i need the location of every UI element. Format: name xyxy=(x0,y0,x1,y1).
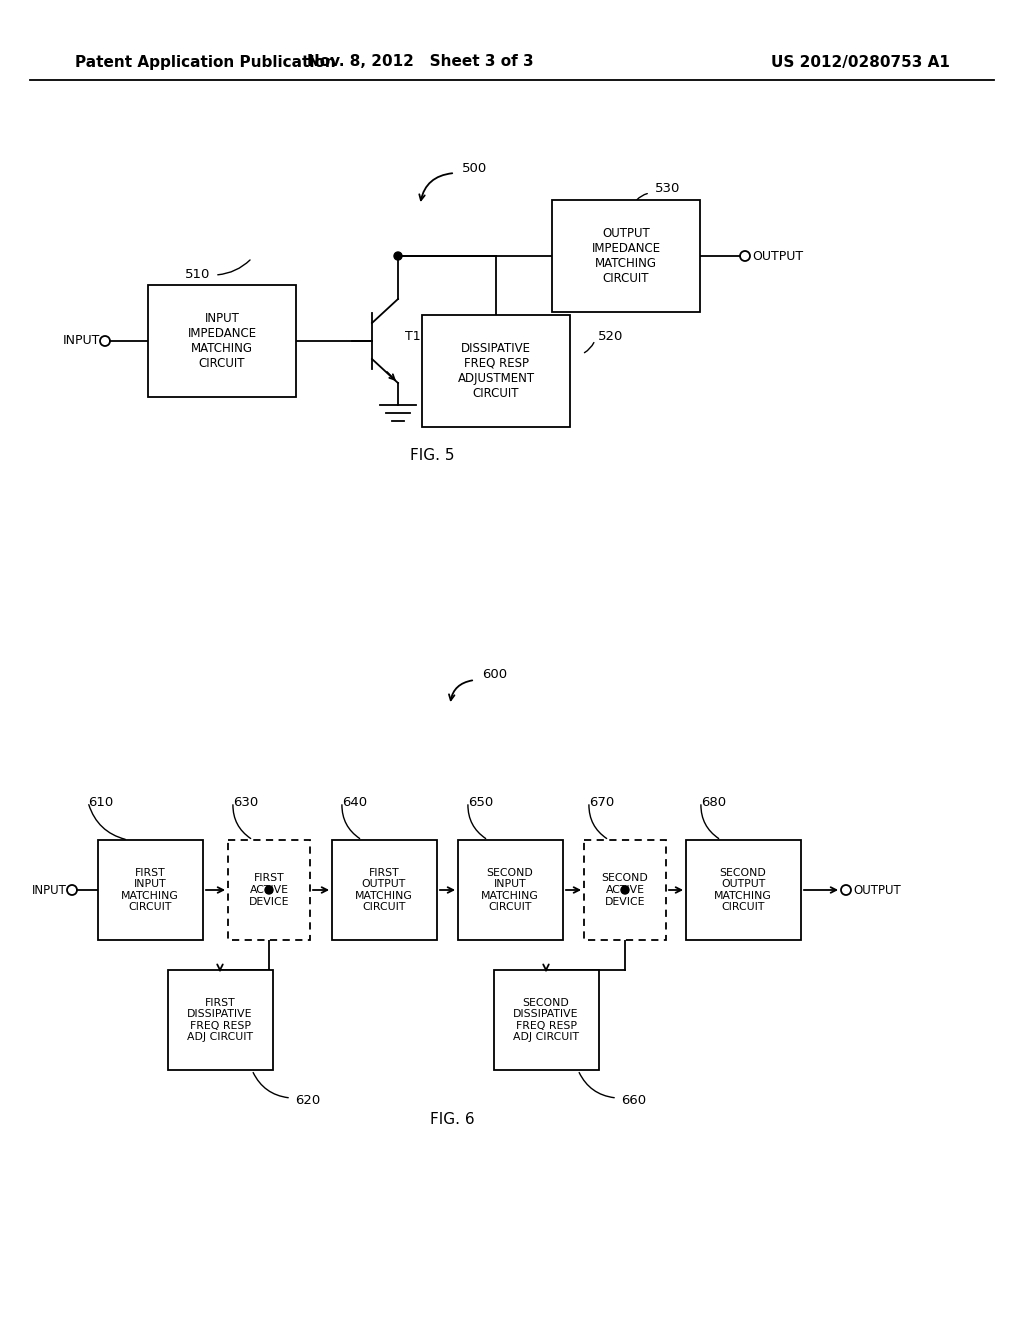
Text: INPUT
IMPEDANCE
MATCHING
CIRCUIT: INPUT IMPEDANCE MATCHING CIRCUIT xyxy=(187,312,257,370)
Text: 640: 640 xyxy=(342,796,368,808)
Text: Patent Application Publication: Patent Application Publication xyxy=(75,54,336,70)
Bar xyxy=(98,840,203,940)
Text: US 2012/0280753 A1: US 2012/0280753 A1 xyxy=(771,54,950,70)
Circle shape xyxy=(621,886,629,894)
Text: OUTPUT: OUTPUT xyxy=(853,883,901,896)
Text: 500: 500 xyxy=(462,161,487,174)
Text: SECOND
DISSIPATIVE
FREQ RESP
ADJ CIRCUIT: SECOND DISSIPATIVE FREQ RESP ADJ CIRCUIT xyxy=(513,998,579,1043)
Bar xyxy=(148,285,296,397)
Text: Nov. 8, 2012   Sheet 3 of 3: Nov. 8, 2012 Sheet 3 of 3 xyxy=(306,54,534,70)
Bar xyxy=(552,201,700,312)
Text: 660: 660 xyxy=(621,1093,646,1106)
Text: OUTPUT: OUTPUT xyxy=(752,249,803,263)
Bar xyxy=(686,840,801,940)
Text: SECOND
INPUT
MATCHING
CIRCUIT: SECOND INPUT MATCHING CIRCUIT xyxy=(481,867,539,912)
Text: 670: 670 xyxy=(589,796,614,808)
Text: 680: 680 xyxy=(701,796,726,808)
Text: 530: 530 xyxy=(655,182,680,195)
Bar xyxy=(168,970,273,1071)
Bar xyxy=(332,840,437,940)
Bar xyxy=(422,315,570,426)
Text: SECOND
ACTIVE
DEVICE: SECOND ACTIVE DEVICE xyxy=(602,874,648,907)
Text: INPUT: INPUT xyxy=(32,883,67,896)
Bar xyxy=(494,970,599,1071)
Text: 600: 600 xyxy=(482,668,507,681)
Text: 650: 650 xyxy=(468,796,494,808)
Circle shape xyxy=(265,886,273,894)
Text: 620: 620 xyxy=(295,1093,321,1106)
Text: 510: 510 xyxy=(184,268,210,281)
Text: FIG. 5: FIG. 5 xyxy=(410,447,455,462)
Text: INPUT: INPUT xyxy=(62,334,100,347)
Text: FIRST
INPUT
MATCHING
CIRCUIT: FIRST INPUT MATCHING CIRCUIT xyxy=(121,867,179,912)
Text: SECOND
OUTPUT
MATCHING
CIRCUIT: SECOND OUTPUT MATCHING CIRCUIT xyxy=(714,867,772,912)
Text: FIRST
DISSIPATIVE
FREQ RESP
ADJ CIRCUIT: FIRST DISSIPATIVE FREQ RESP ADJ CIRCUIT xyxy=(187,998,253,1043)
Circle shape xyxy=(394,252,402,260)
Text: 520: 520 xyxy=(598,330,624,343)
Text: 610: 610 xyxy=(88,796,114,808)
Text: FIRST
ACTIVE
DEVICE: FIRST ACTIVE DEVICE xyxy=(249,874,289,907)
Text: T1: T1 xyxy=(406,330,421,342)
Text: 630: 630 xyxy=(233,796,258,808)
Text: DISSIPATIVE
FREQ RESP
ADJUSTMENT
CIRCUIT: DISSIPATIVE FREQ RESP ADJUSTMENT CIRCUIT xyxy=(458,342,535,400)
Text: OUTPUT
IMPEDANCE
MATCHING
CIRCUIT: OUTPUT IMPEDANCE MATCHING CIRCUIT xyxy=(592,227,660,285)
Bar xyxy=(584,840,666,940)
Bar xyxy=(228,840,310,940)
Bar xyxy=(458,840,563,940)
Text: FIRST
OUTPUT
MATCHING
CIRCUIT: FIRST OUTPUT MATCHING CIRCUIT xyxy=(355,867,413,912)
Text: FIG. 6: FIG. 6 xyxy=(430,1113,474,1127)
